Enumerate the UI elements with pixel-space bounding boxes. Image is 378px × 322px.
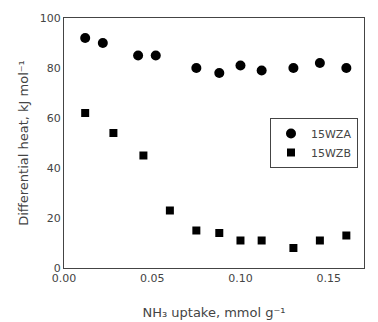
svg-text:15WZA: 15WZA [311, 128, 351, 141]
svg-text:0.15: 0.15 [316, 272, 341, 285]
svg-text:0: 0 [54, 262, 61, 275]
svg-text:0.10: 0.10 [228, 272, 253, 285]
svg-text:Differential heat, kJ mol⁻¹: Differential heat, kJ mol⁻¹ [16, 60, 31, 226]
svg-text:40: 40 [47, 162, 61, 175]
svg-text:NH₃ uptake, mmol g⁻¹: NH₃ uptake, mmol g⁻¹ [142, 305, 285, 320]
svg-text:20: 20 [47, 212, 61, 225]
svg-text:100: 100 [40, 12, 61, 25]
svg-text:60: 60 [47, 112, 61, 125]
svg-text:80: 80 [47, 62, 61, 75]
svg-text:15WZB: 15WZB [311, 147, 351, 160]
svg-text:0.00: 0.00 [52, 272, 77, 285]
svg-text:0.05: 0.05 [140, 272, 165, 285]
